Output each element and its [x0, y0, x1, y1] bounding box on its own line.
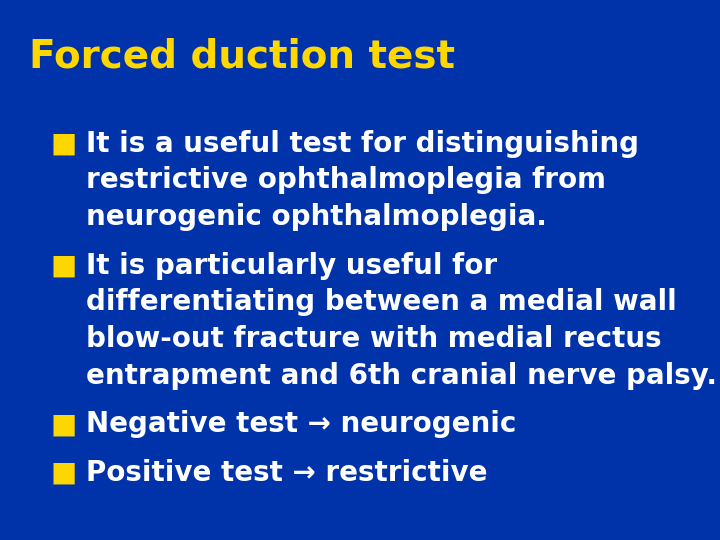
Text: It is particularly useful for: It is particularly useful for [86, 252, 498, 280]
Text: Negative test → neurogenic: Negative test → neurogenic [86, 410, 517, 438]
Text: differentiating between a medial wall: differentiating between a medial wall [86, 288, 677, 316]
Text: neurogenic ophthalmoplegia.: neurogenic ophthalmoplegia. [86, 203, 547, 231]
Text: blow-out fracture with medial rectus: blow-out fracture with medial rectus [86, 325, 662, 353]
Text: ■: ■ [50, 130, 76, 158]
Text: Positive test → restrictive: Positive test → restrictive [86, 459, 488, 487]
Text: entrapment and 6th cranial nerve palsy.: entrapment and 6th cranial nerve palsy. [86, 362, 717, 390]
Text: ■: ■ [50, 459, 76, 487]
Text: ■: ■ [50, 252, 76, 280]
Text: It is a useful test for distinguishing: It is a useful test for distinguishing [86, 130, 639, 158]
Text: Forced duction test: Forced duction test [29, 38, 455, 76]
Text: ■: ■ [50, 410, 76, 438]
Text: restrictive ophthalmoplegia from: restrictive ophthalmoplegia from [86, 166, 606, 194]
